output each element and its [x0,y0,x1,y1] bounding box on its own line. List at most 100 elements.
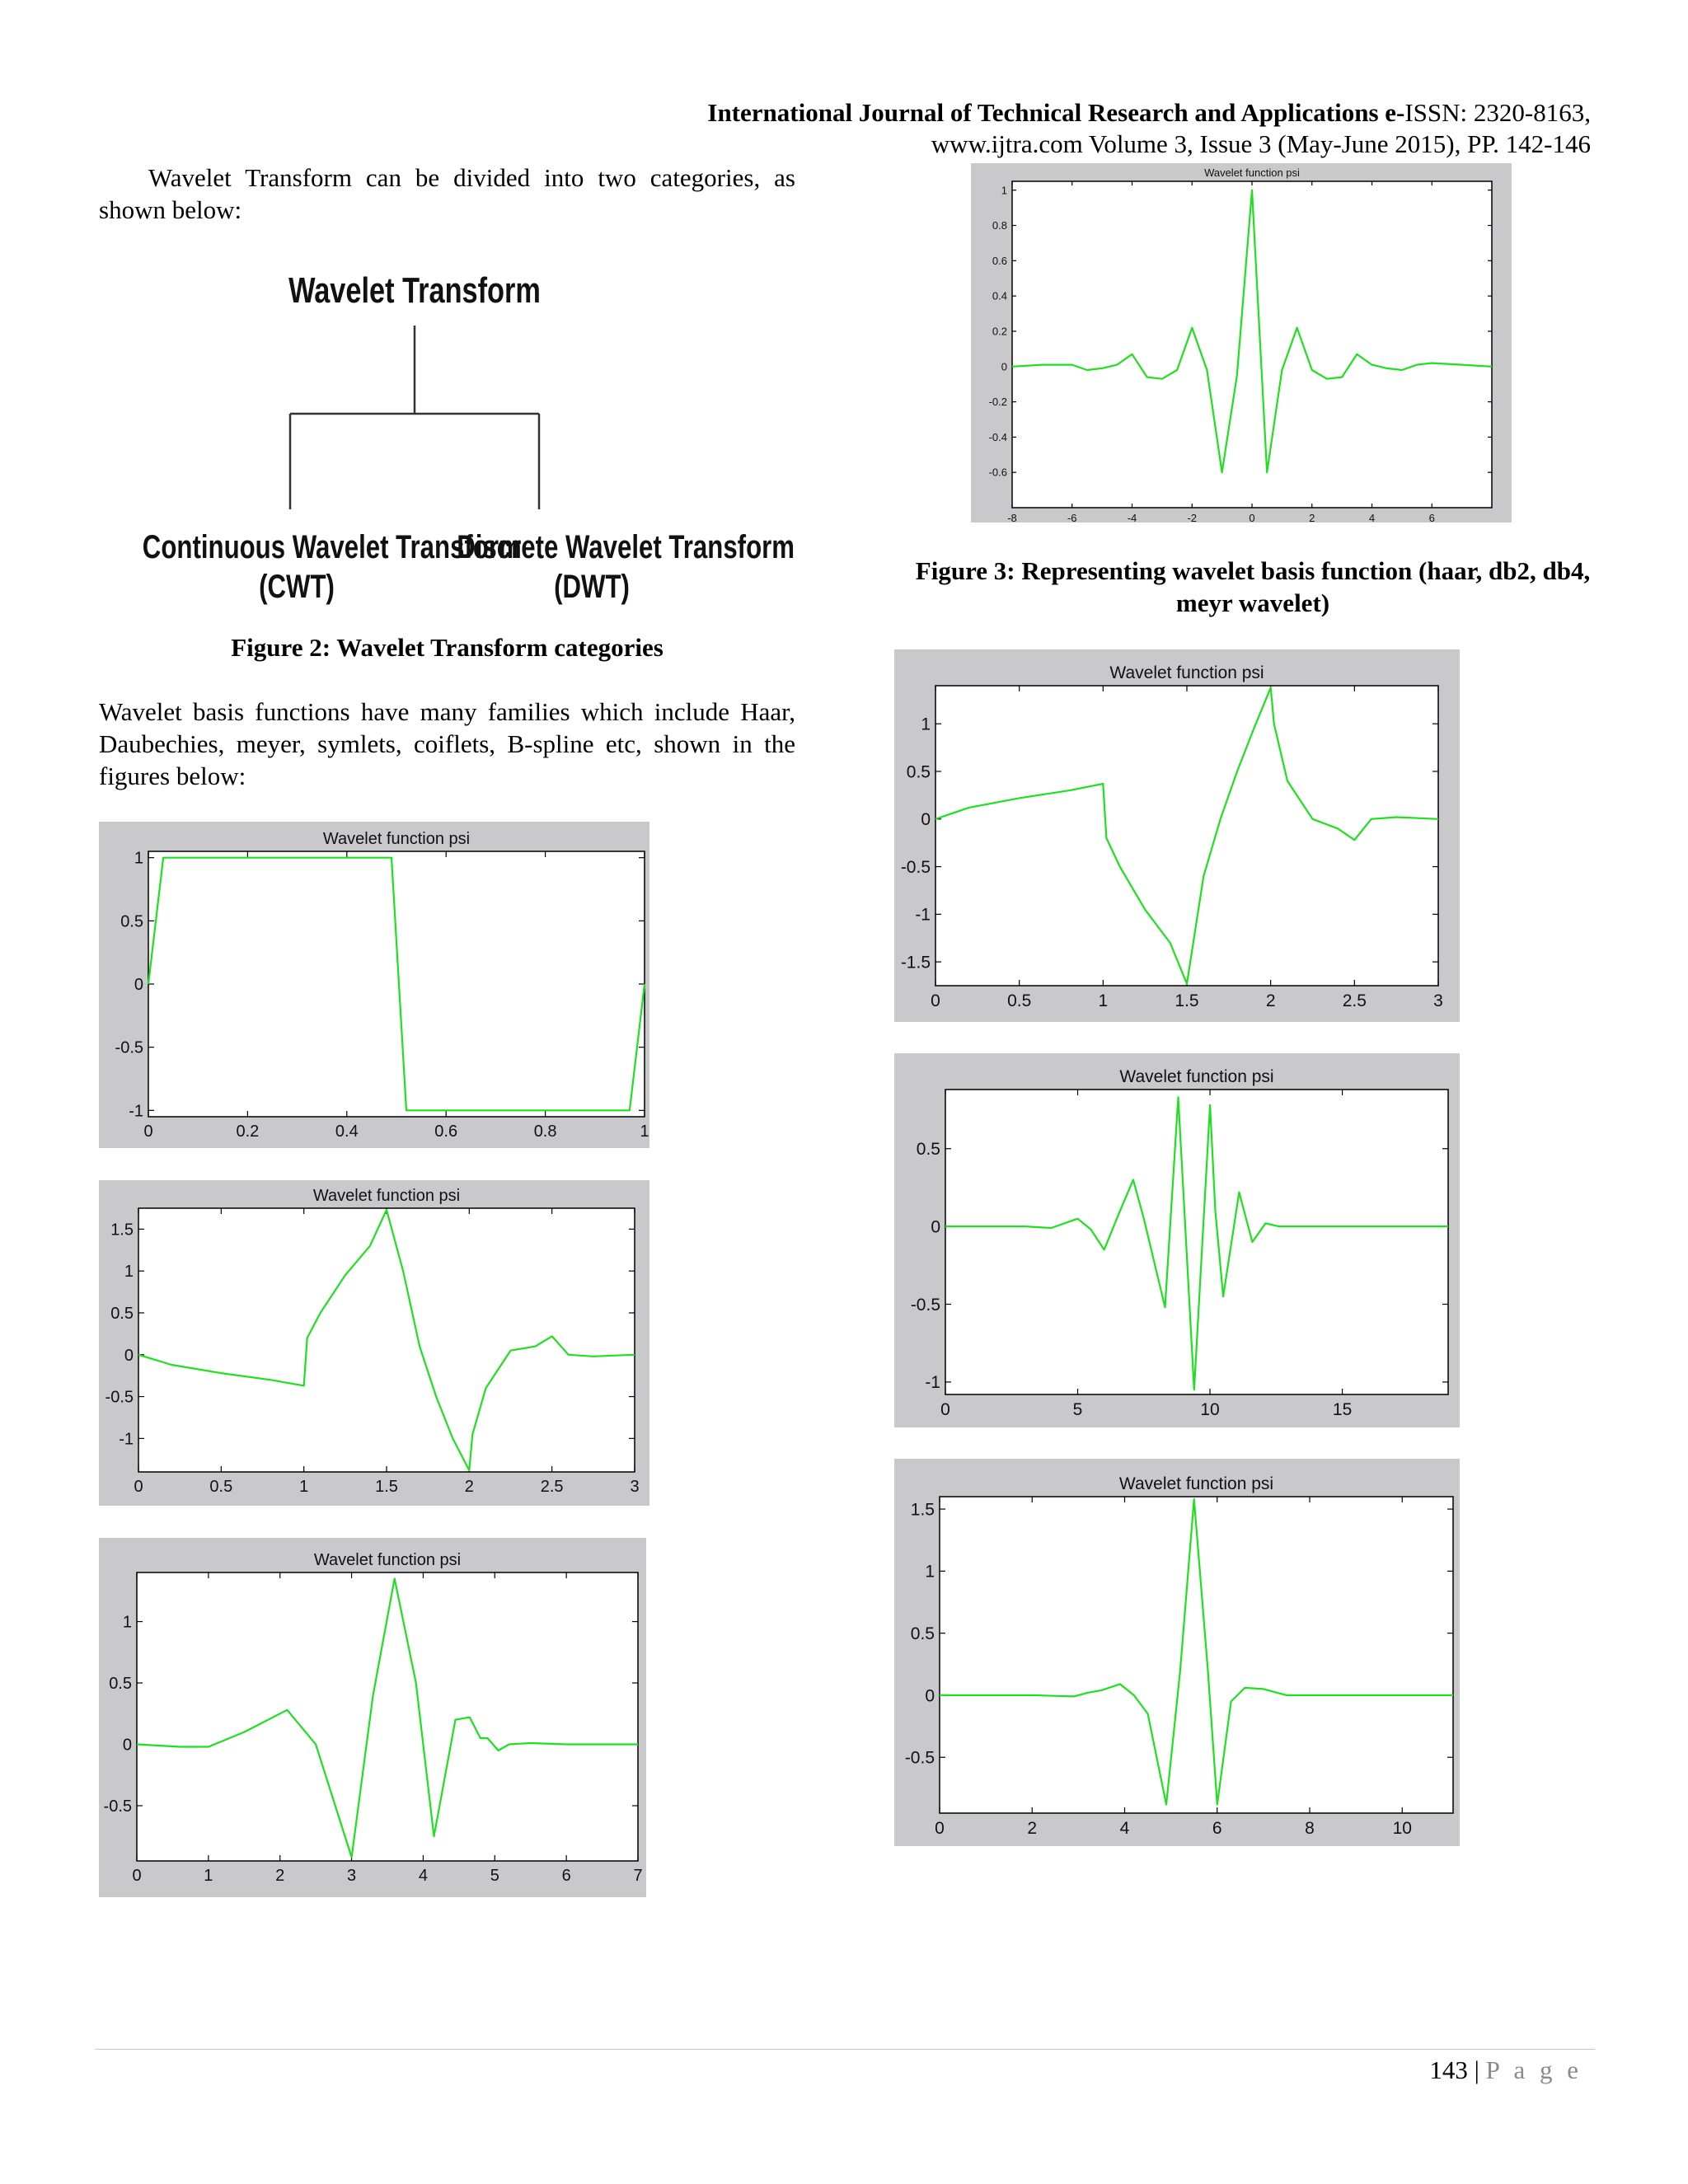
x-tick-label: 0.6 [434,1122,457,1141]
plot-area [1011,180,1493,509]
chart-title: Wavelet function psi [313,1187,460,1205]
x-tick-label: 7 [633,1867,642,1885]
x-tick-label: 0.5 [1007,991,1031,1010]
diagram-cwt-label: Continuous Wavelet Transform (CWT) [143,527,522,607]
plot-area [935,685,1439,987]
chart-svg: Wavelet function psi 0 5 10 15 0.5 0 -0.5 -1 [911,1067,1449,1419]
x-tick-label: 0 [132,1867,141,1885]
x-tick-label: 6 [562,1867,571,1885]
y-tick-label: -0.5 [911,1296,940,1315]
x-tick-label: 0 [143,1122,152,1141]
x-tick-label: 0 [931,991,940,1010]
y-tick-label: -1 [129,1102,143,1120]
y-tick-label: -1 [915,906,931,925]
db2-wavelet-chart-left: Wavelet function psi 0 0.5 1 1.5 2 2.5 3 1.5 1 0.5… [99,1180,649,1506]
chart-svg: Wavelet function psi 0 2 4 6 8 10 1.5 1 0.5 0 -0.5 [905,1474,1454,1838]
x-tick-label: 1.5 [375,1478,398,1496]
y-tick-label: -0.5 [901,858,931,877]
chart-svg: Wavelet function psi -8 -6 -4 -2 0 2 4 6 1 0.8 0.6 0… [989,166,1493,523]
y-tick-label: 0.5 [110,1305,134,1323]
journal-header-line2: www.ijtra.com Volume 3, Issue 3 (May-Jun… [931,129,1591,158]
y-tick-label: -0.5 [106,1389,134,1407]
x-tick-label: 2 [1266,991,1276,1010]
x-tick-label: 1 [640,1122,649,1141]
x-tick-label: 2 [465,1478,474,1496]
x-tick-label: 4 [1369,512,1375,523]
y-tick-label: 0.5 [120,912,143,930]
y-tick-label: -0.4 [989,431,1007,443]
x-tick-label: 10 [1200,1400,1219,1419]
x-tick-label: 3 [1433,991,1443,1010]
y-tick-label: 1 [124,1263,134,1281]
chart-svg: Wavelet function psi 0 0.5 1 1.5 2 2.5 3 1 0.5 0 -0… [901,663,1443,1010]
journal-header-line1: International Journal of Technical Resea… [577,97,1591,129]
x-tick-label: -4 [1128,512,1137,523]
y-tick-label: 0 [124,1347,134,1365]
x-tick-label: -8 [1007,512,1017,523]
y-tick-label: 0 [925,1686,935,1705]
intro-paragraph: Wavelet Transform can be divided into tw… [99,163,795,224]
y-tick-label: 0 [921,810,931,829]
x-tick-label: 0.8 [534,1122,557,1141]
y-tick-label: 1 [123,1614,132,1632]
y-tick-label: -0.2 [989,396,1007,408]
wavelet-series-line [138,1208,635,1472]
y-tick-label: 0.4 [992,290,1007,302]
y-tick-label: -0.5 [905,1749,935,1768]
y-tick-label: -0.6 [989,466,1007,479]
chart-svg: Wavelet function psi 0 1 2 3 4 5 6 7 1 0.5 0 -0.5 [104,1551,643,1885]
x-tick-label: 8 [1305,1819,1315,1838]
x-tick-label: 2 [1309,512,1315,523]
figure2-caption: Figure 2: Wavelet Transform categories [231,633,663,662]
y-tick-label: -1.5 [901,953,931,972]
x-tick-label: 0.4 [335,1122,359,1141]
cwt-abbrev: (CWT) [259,569,335,605]
y-tick-label: 0.6 [992,255,1007,267]
x-tick-label: 2 [275,1867,284,1885]
x-tick-label: -2 [1187,512,1197,523]
y-tick-label: 1.5 [911,1500,935,1519]
x-tick-label: 0.2 [236,1122,259,1141]
x-tick-label: 4 [419,1867,428,1885]
diagram-connectors [288,326,541,509]
y-tick-label: 0.5 [907,762,931,781]
x-tick-label: 1 [299,1478,308,1496]
x-tick-label: 0 [1249,512,1254,523]
meyer-wavelet-chart-small: Wavelet function psi -8 -6 -4 -2 0 2 4 6 1 0.8 0.6 0… [971,163,1512,523]
x-tick-label: 1 [1098,991,1108,1010]
wavelet-series-line [935,687,1439,985]
chart-title: Wavelet function psi [1109,663,1264,682]
y-tick-label: 1.5 [110,1221,134,1239]
x-tick-label: 6 [1212,1819,1222,1838]
chart-title: Wavelet function psi [323,830,470,848]
haar-wavelet-chart: Wavelet function psi 0 0.2 0.4 0.6 0.8 1 1 0.5 0-… [99,822,649,1148]
x-tick-label: 6 [1429,512,1435,523]
x-tick-label: 5 [490,1867,499,1885]
dwt-name: Discrete Wavelet Transform [457,529,795,565]
journal-name: International Journal of Technical Resea… [707,98,1405,127]
x-tick-label: 3 [630,1478,639,1496]
chart-title: Wavelet function psi [1204,166,1300,179]
x-tick-label: 5 [1073,1400,1083,1419]
x-tick-label: 2.5 [541,1478,564,1496]
plot-area [939,1496,1454,1814]
x-tick-label: 1 [204,1867,213,1885]
x-tick-label: 0 [134,1478,143,1496]
figure3-caption: Figure 3: Representing wavelet basis fun… [915,556,1591,617]
x-tick-label: 2 [1027,1819,1037,1838]
families-paragraph: Wavelet basis functions have many famili… [99,697,795,790]
chart-title: Wavelet function psi [1119,1474,1273,1493]
wavelet-series-line [940,1497,1453,1806]
y-tick-label: -0.5 [115,1039,143,1057]
plot-area [138,1207,635,1473]
diagram-dwt-label: Discrete Wavelet Transform (DWT) [457,527,795,607]
db2-wavelet-chart-right: Wavelet function psi 0 0.5 1 1.5 2 2.5 3 1 0.5 0 -0… [894,649,1460,1022]
wavelet-categories-diagram: Wavelet Transform Continuous Wavelet Tra… [124,264,795,610]
x-tick-label: 0 [935,1819,945,1838]
y-tick-label: 0.5 [917,1140,940,1159]
x-tick-label: 3 [347,1867,356,1885]
meyer-wavelet-chart-right: Wavelet function psi 0 2 4 6 8 10 1.5 1 0.5 0 -0.5 [894,1459,1460,1846]
wavelet-series-line [1011,189,1493,474]
x-tick-label: 4 [1120,1819,1130,1838]
